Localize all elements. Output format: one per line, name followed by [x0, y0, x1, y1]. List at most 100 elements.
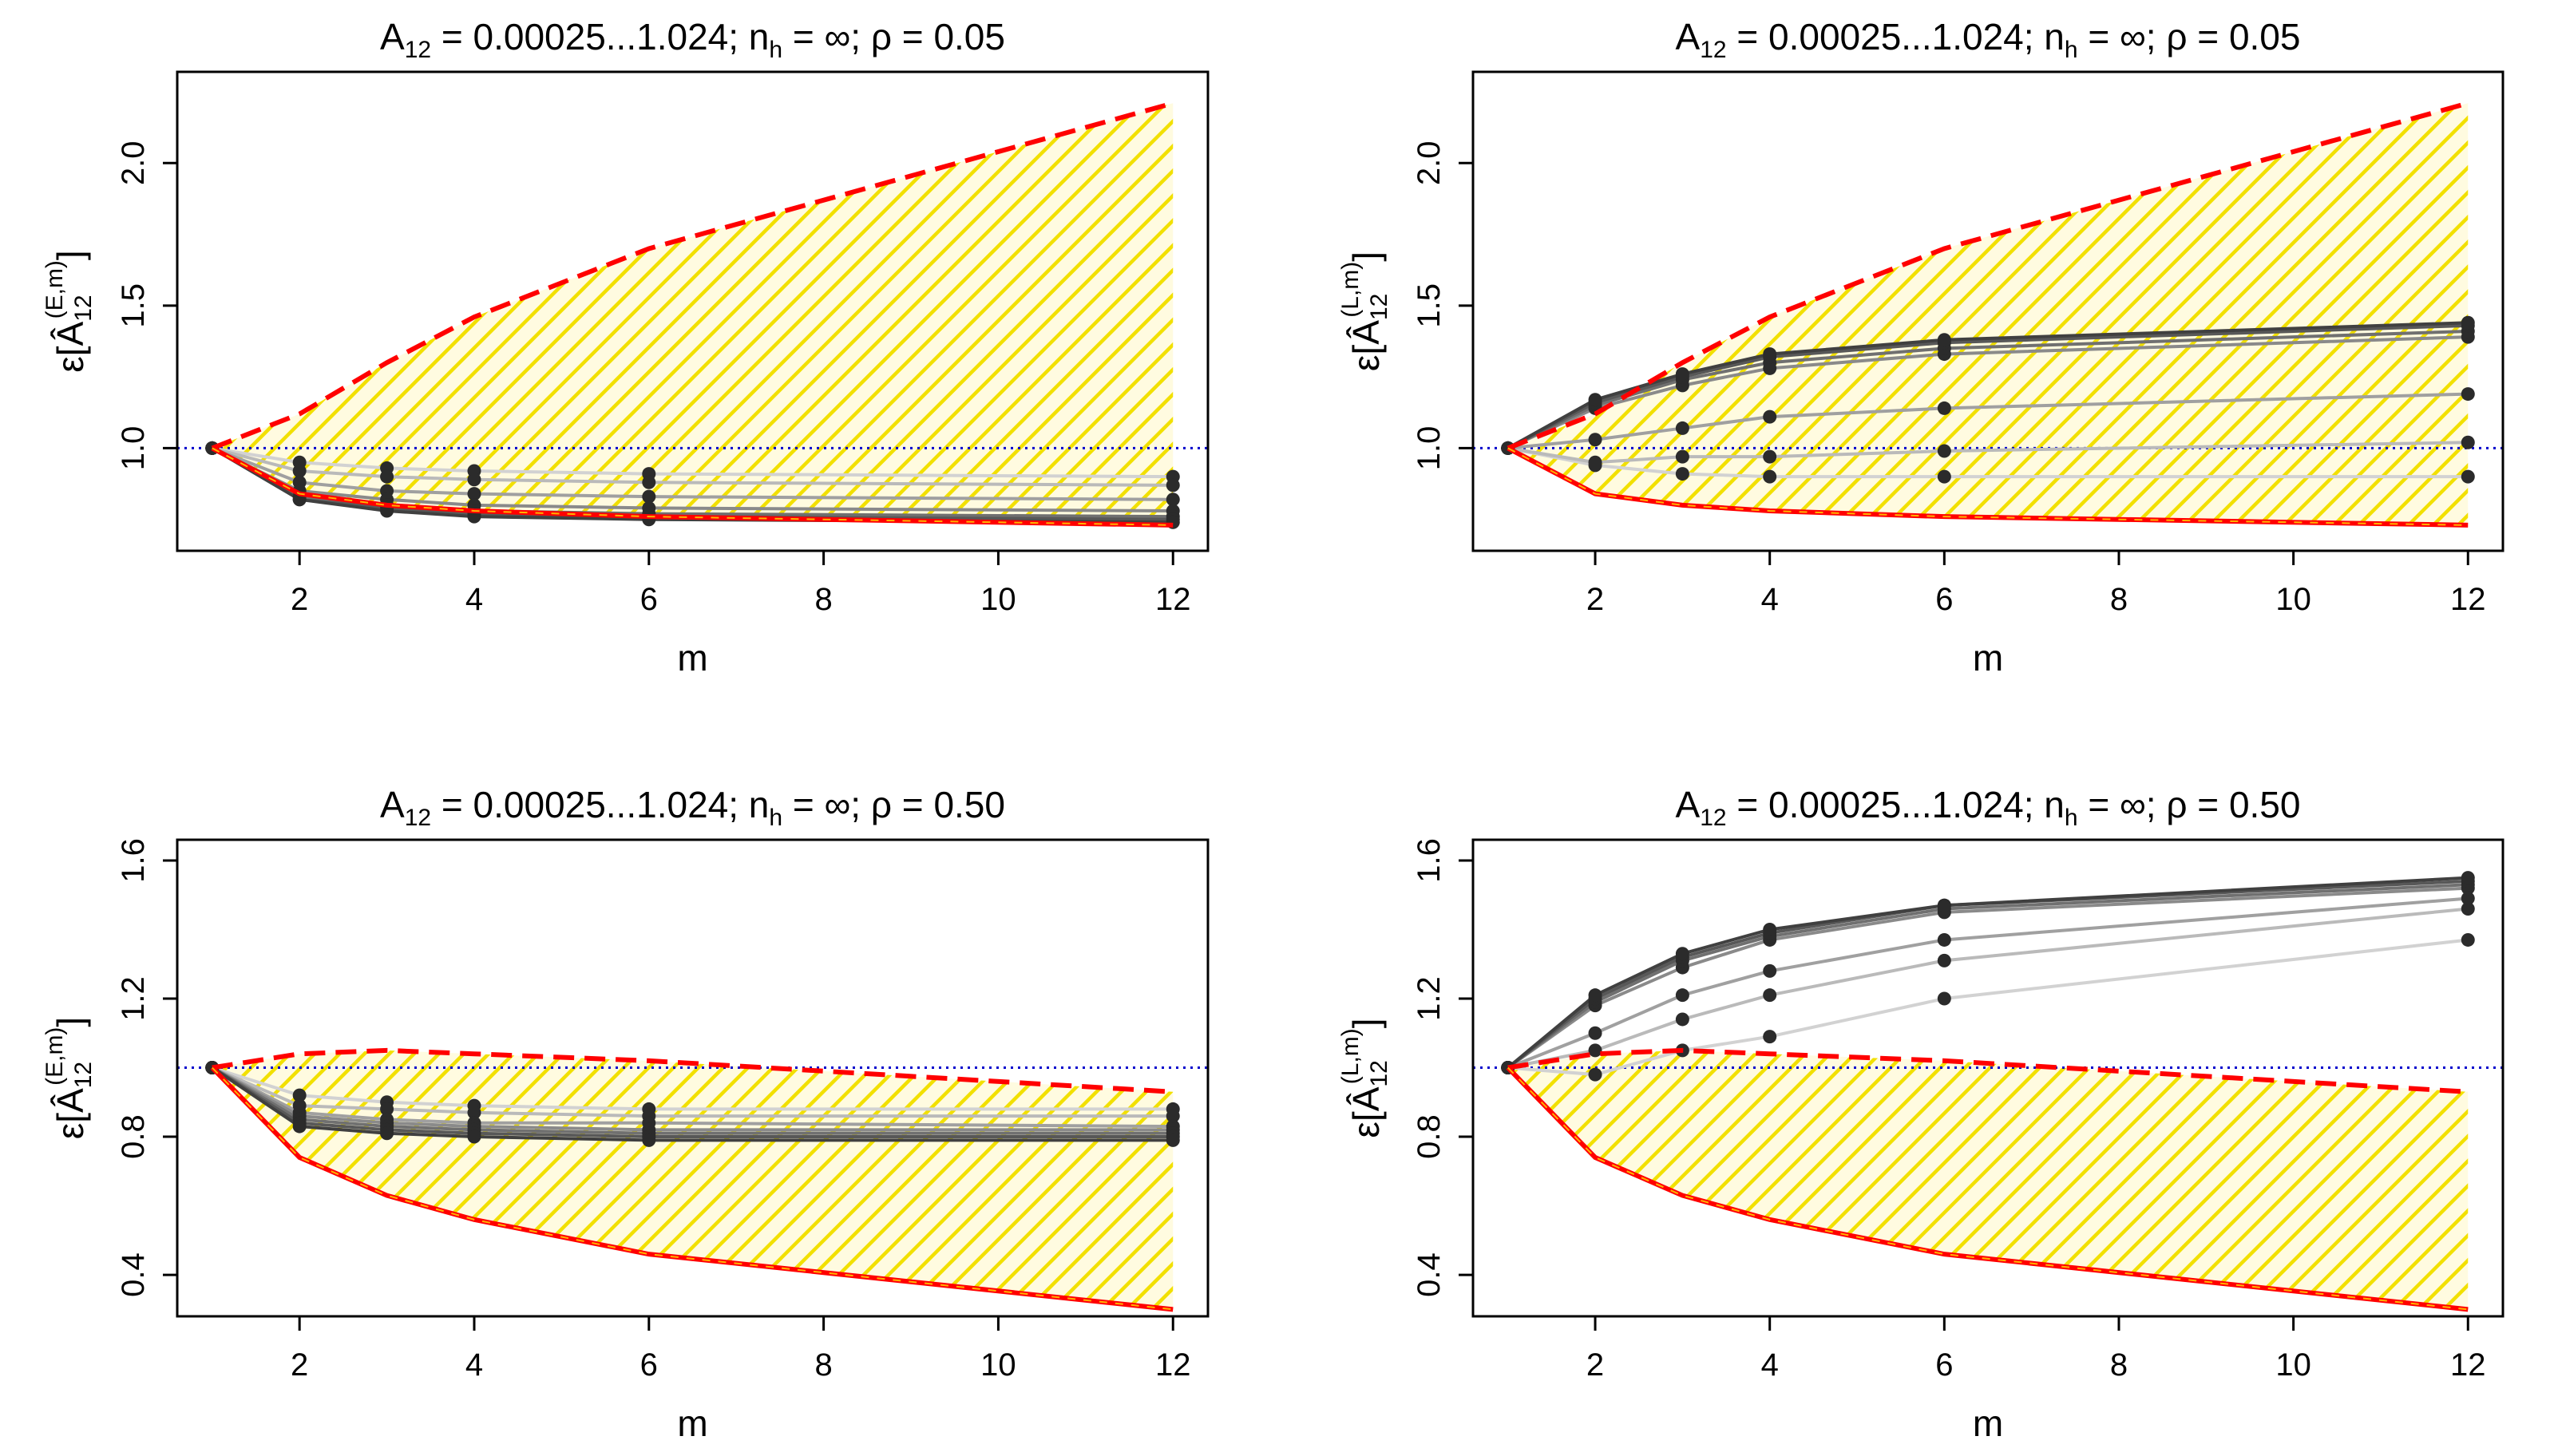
text-part: h [769, 37, 782, 63]
data-point [1937, 469, 1951, 484]
series-4 [211, 1066, 1174, 1135]
data-point [1937, 444, 1951, 458]
y-tick-label: 2.0 [116, 140, 151, 185]
text-part: A [1676, 16, 1701, 57]
x-tick-label: 2 [1586, 582, 1604, 617]
x-tick-label: 4 [465, 1347, 483, 1383]
series-1 [211, 1066, 1174, 1118]
series-line [1507, 392, 2469, 450]
data-point [1763, 469, 1777, 484]
data-point [1763, 410, 1777, 424]
series-0 [1507, 938, 2469, 1077]
x-tick-label: 8 [814, 582, 832, 617]
y-axis-label: ε[Â12(L,m)] [1337, 1018, 1392, 1138]
text-part: = 0.00025...1.024; n [1727, 16, 2065, 57]
y-tick-label: 0.4 [116, 1252, 151, 1297]
series-6 [211, 1066, 1174, 1142]
series-6 [1507, 321, 2469, 450]
text-part: h [769, 805, 782, 831]
data-point [1588, 1043, 1602, 1058]
x-tick-label: 10 [980, 582, 1016, 617]
data-point [292, 464, 307, 478]
series-2 [1507, 896, 2469, 1070]
data-point [1937, 932, 1951, 947]
data-point [2461, 315, 2475, 330]
x-tick-label: 2 [291, 582, 308, 617]
series-line [1507, 323, 2469, 450]
data-point [1675, 421, 1689, 435]
data-point [1763, 347, 1777, 362]
x-tick-label: 4 [1761, 1347, 1779, 1383]
data-point [1763, 449, 1777, 464]
chart-title: A12 = 0.00025...1.024; nh = ∞; ρ = 0.05 [380, 16, 1005, 63]
data-point [2461, 932, 2475, 947]
series-2 [1507, 392, 2469, 450]
text-part: 12 [1366, 294, 1392, 320]
data-point [1588, 393, 1602, 407]
x-tick-label: 12 [2450, 1347, 2486, 1383]
text-part: 12 [405, 805, 431, 831]
text-part: A [380, 16, 405, 57]
text-part: (L,m) [1337, 262, 1364, 318]
text-part: = 0.00025...1.024; n [1727, 784, 2065, 825]
chart-title: A12 = 0.00025...1.024; nh = ∞; ρ = 0.50 [380, 784, 1005, 831]
data-point [380, 1102, 394, 1116]
series-line [212, 446, 1174, 479]
text-part: = ∞; ρ = 0.05 [782, 16, 1005, 57]
y-tick-label: 1.2 [116, 976, 151, 1021]
series-line [1507, 321, 2469, 450]
x-tick-label: 12 [1155, 582, 1191, 617]
text-part: ] [1345, 1018, 1387, 1028]
data-point [2461, 892, 2475, 906]
series-line [1507, 441, 2469, 465]
data-point [2461, 469, 2475, 484]
series-6 [1507, 876, 2469, 1070]
y-tick-label: 2.0 [1412, 140, 1447, 185]
text-part: = ∞; ρ = 0.50 [2078, 784, 2301, 825]
series-0 [212, 446, 1174, 479]
chart-title: A12 = 0.00025...1.024; nh = ∞; ρ = 0.50 [1676, 784, 2301, 831]
chart-title: A12 = 0.00025...1.024; nh = ∞; ρ = 0.05 [1676, 16, 2301, 63]
series-line [1507, 446, 2469, 479]
series-line [1507, 883, 2469, 1070]
series-line [212, 1066, 1174, 1111]
y-tick-label: 1.0 [1412, 426, 1447, 471]
x-tick-label: 10 [980, 1347, 1016, 1383]
data-point [1588, 433, 1602, 447]
data-point [1763, 988, 1777, 1003]
y-tick-label: 1.6 [1412, 838, 1447, 883]
series-line [212, 446, 1174, 501]
data-point [1675, 1012, 1689, 1027]
data-point [1937, 953, 1951, 967]
text-part: 12 [70, 295, 97, 321]
data-point [1166, 1133, 1180, 1147]
series-line [1507, 335, 2469, 450]
text-part: A [380, 784, 405, 825]
series-3 [1507, 335, 2469, 450]
text-part: 12 [1700, 37, 1726, 63]
y-tick-label: 0.8 [1412, 1114, 1447, 1159]
data-point [467, 1130, 481, 1144]
series-line [1507, 886, 2469, 1070]
text-part: (L,m) [1337, 1028, 1364, 1084]
data-point [467, 487, 481, 501]
series-line [1507, 938, 2469, 1077]
x-tick-label: 6 [1935, 1347, 1953, 1383]
series-line [1507, 907, 2469, 1070]
series-4 [1507, 330, 2469, 450]
data-point [1166, 478, 1180, 493]
x-tick-label: 10 [2275, 1347, 2311, 1383]
data-point [292, 1119, 307, 1134]
y-tick-label: 1.0 [116, 426, 151, 471]
data-point [1588, 1026, 1602, 1040]
x-tick-label: 12 [1155, 1347, 1191, 1383]
text-part: = 0.00025...1.024; n [431, 16, 769, 57]
x-axis-label: m [1973, 637, 2003, 679]
series-3 [211, 1066, 1174, 1132]
text-part: (E,m) [42, 1027, 68, 1086]
lower-bound-core [212, 1066, 1174, 1311]
text-part: ε[Â [49, 321, 91, 372]
